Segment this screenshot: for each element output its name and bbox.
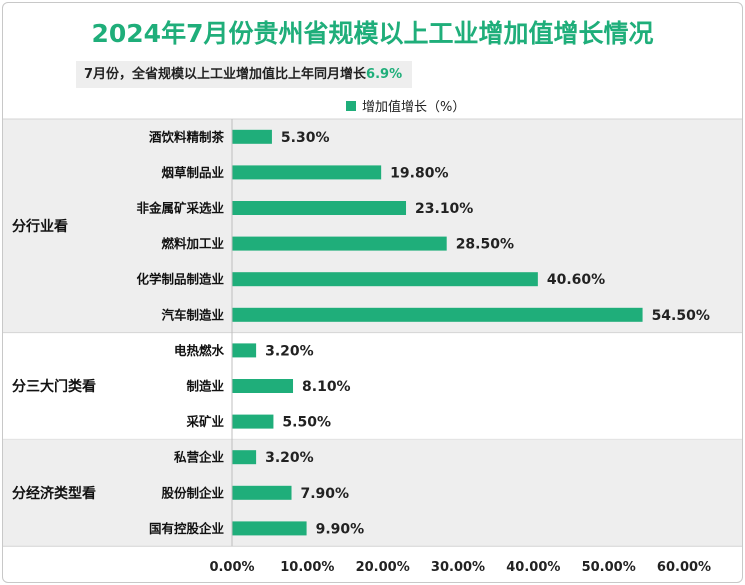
group-band [3,119,742,333]
bar [232,450,256,464]
x-tick-label: 60.00% [657,560,711,575]
x-tick-label: 50.00% [582,560,636,575]
category-label: 酒饮料精制茶 [149,129,225,144]
x-tick-label: 0.00% [209,560,254,575]
group-label: 分经济类型看 [12,485,96,502]
category-label: 采矿业 [185,414,224,429]
bar [232,237,447,251]
category-label: 烟草制品业 [161,165,224,180]
bar [232,343,256,357]
category-label: 股份制企业 [161,485,224,500]
data-label: 28.50% [456,237,514,253]
bar [232,201,406,215]
data-label: 5.50% [282,415,331,431]
x-tick-label: 10.00% [280,560,334,575]
x-tick-label: 30.00% [431,560,485,575]
category-label: 国有控股企业 [149,521,225,536]
category-label: 汽车制造业 [161,307,224,322]
data-label: 9.90% [316,521,365,537]
bar [232,272,538,286]
data-label: 7.90% [301,486,350,502]
category-label: 燃料加工业 [161,236,224,251]
data-label: 8.10% [302,379,351,395]
data-label: 23.10% [415,201,473,217]
category-label: 制造业 [186,379,224,394]
bar [232,415,273,429]
category-label: 电热燃水 [174,343,225,358]
data-label: 3.20% [265,343,314,359]
group-label: 分三大门类看 [12,378,96,395]
data-label: 3.20% [265,450,314,466]
data-label: 54.50% [652,308,710,324]
data-label: 5.30% [281,130,330,146]
category-label: 非金属矿采选业 [136,201,224,216]
group-band [3,439,742,546]
x-tick-label: 20.00% [356,560,410,575]
data-label: 19.80% [390,165,448,181]
data-label: 40.60% [547,272,605,288]
bar [232,486,292,500]
category-label: 私营企业 [173,450,225,465]
category-label: 化学制品制造业 [136,272,224,287]
bar [232,379,293,393]
bar [232,308,643,322]
bar [232,165,381,179]
group-label: 分行业看 [12,218,68,235]
x-tick-label: 40.00% [506,560,560,575]
bar [232,130,272,144]
bar [232,521,307,535]
